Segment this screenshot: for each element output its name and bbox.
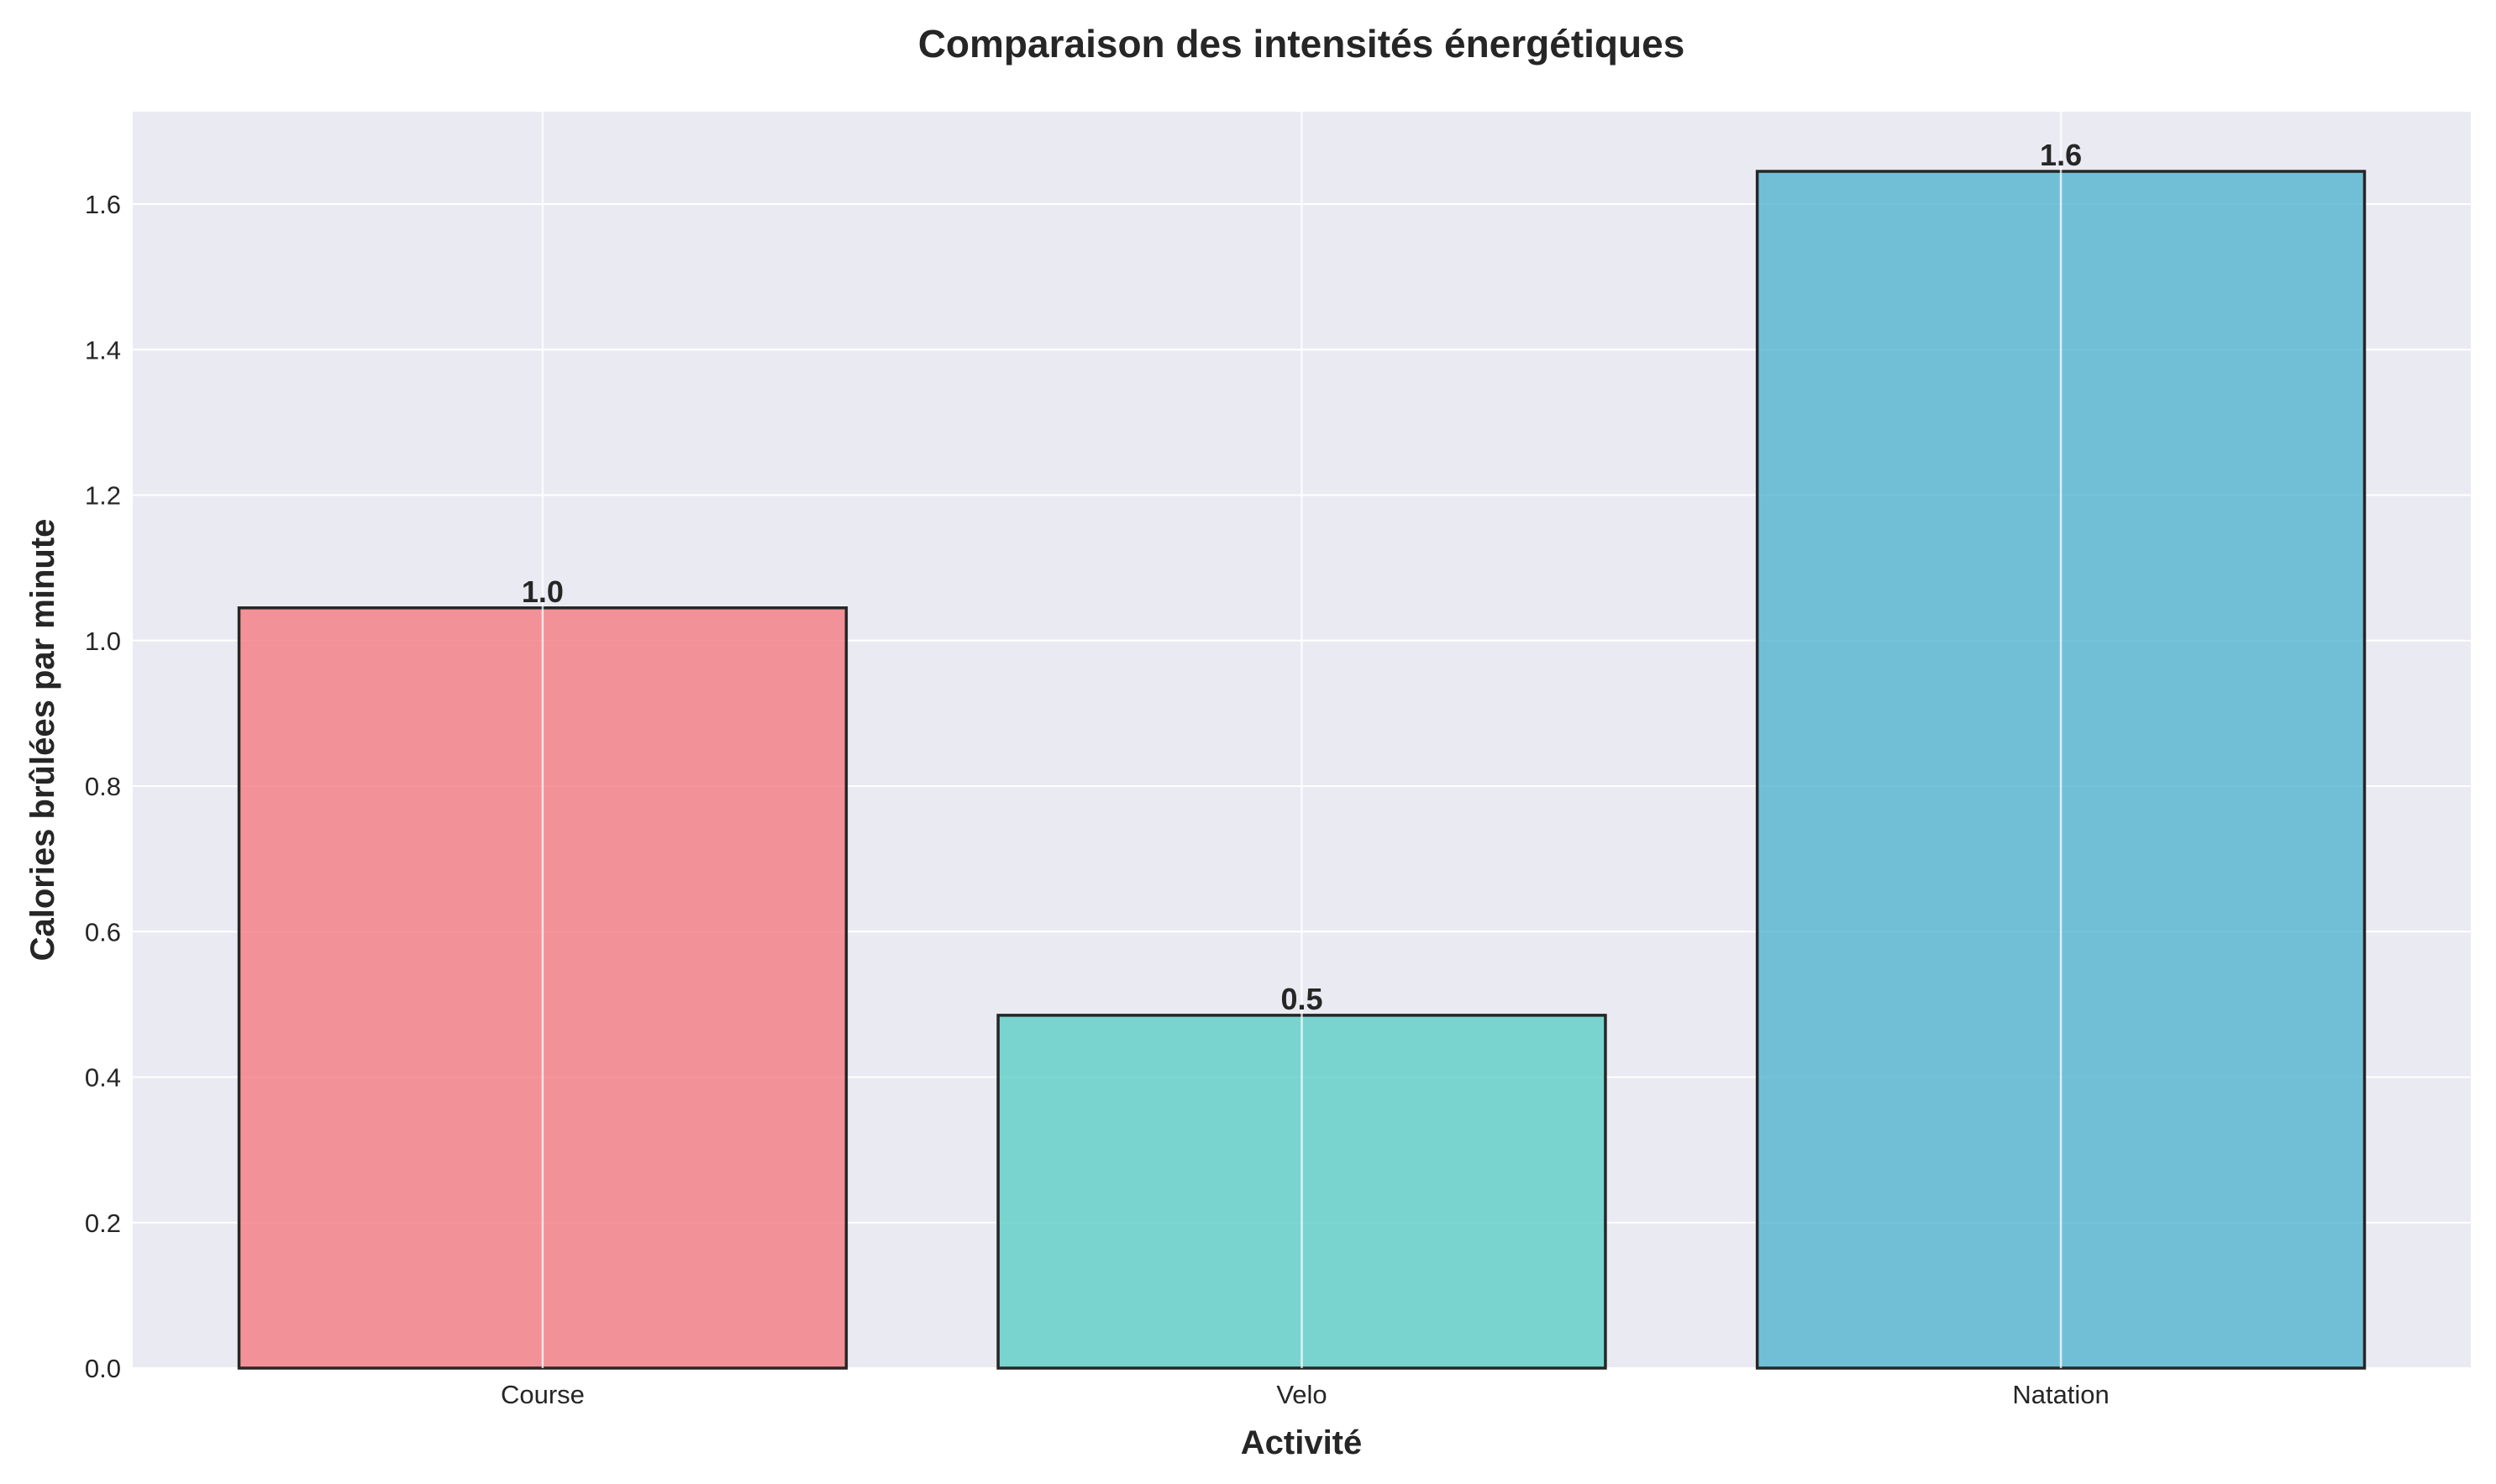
y-tick-label: 0.8 [85,772,121,801]
chart-title: Comparaison des intensités énergétiques [918,22,1685,66]
y-tick-label: 1.4 [85,335,121,364]
data-label: 1.0 [522,574,564,609]
x-tick-labels: Course Velo Natation [501,1380,2110,1409]
x-tick-label: Course [501,1380,585,1409]
x-axis-label: Activité [1241,1424,1363,1461]
y-tick-labels: 0.0 0.2 0.4 0.6 0.8 1.0 1.2 1.4 1.6 [85,190,121,1383]
category-grid-lines [541,112,2062,1368]
x-tick-label: Velo [1276,1380,1327,1409]
y-tick-label: 1.2 [85,481,121,511]
data-label: 1.6 [2040,138,2082,172]
y-tick-label: 0.2 [85,1209,121,1238]
y-tick-label: 0.0 [85,1354,121,1383]
y-axis-label: Calories brûlées par minute [24,519,61,962]
y-tick-label: 0.4 [85,1063,121,1093]
x-tick-label: Natation [2012,1380,2109,1409]
y-tick-label: 1.0 [85,627,121,656]
y-tick-label: 1.6 [85,190,121,219]
data-labels: 1.0 0.5 1.6 [522,138,2082,1016]
data-label: 0.5 [1280,982,1322,1016]
y-tick-label: 0.6 [85,917,121,947]
